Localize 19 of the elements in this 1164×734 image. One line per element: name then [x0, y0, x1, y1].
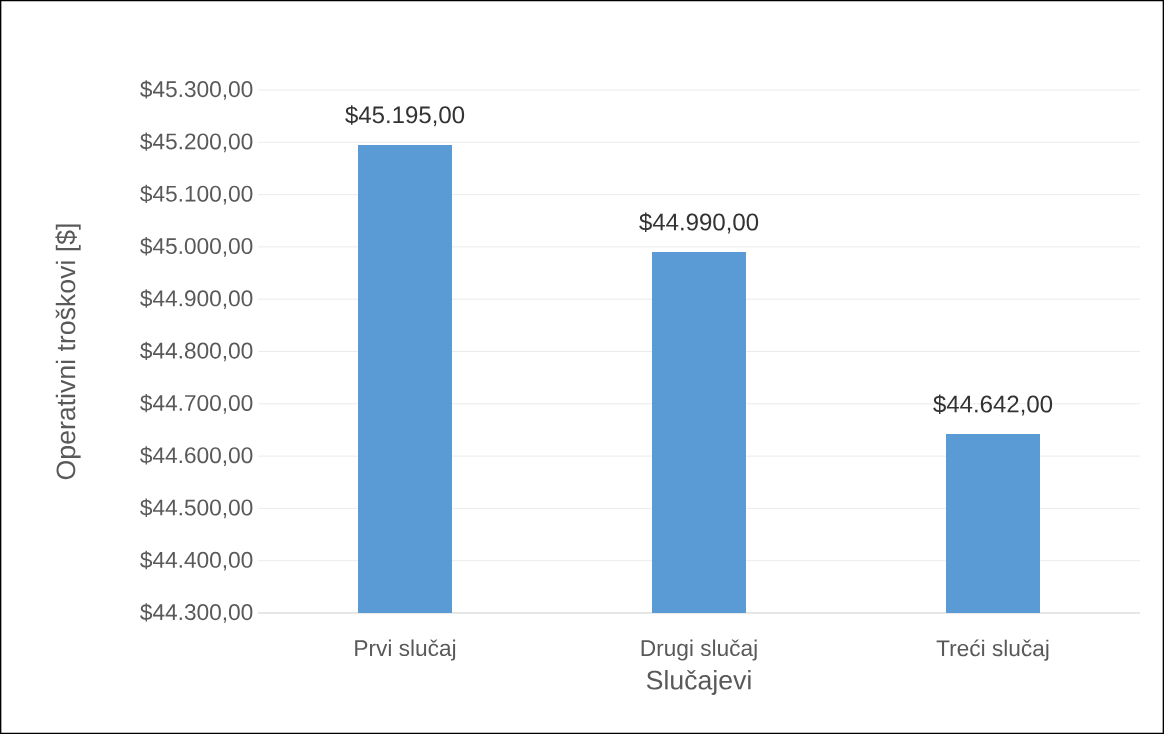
data-label: $45.195,00 — [345, 105, 465, 127]
y-tick-label: $44.800,00 — [140, 341, 253, 362]
y-tick-label: $44.400,00 — [140, 550, 253, 571]
y-tick-label: $44.300,00 — [140, 603, 253, 623]
y-tick-label: $44.500,00 — [140, 498, 253, 519]
x-axis-title: Slučajevi — [646, 669, 751, 695]
x-tick-label: Prvi slučaj — [355, 639, 456, 661]
y-axis-title: Operativni troškovi [$] — [55, 224, 81, 480]
y-tick-label: $45.200,00 — [140, 132, 253, 153]
x-tick-label: Treći slučaj — [936, 639, 1049, 661]
data-label: $44.642,00 — [933, 394, 1053, 416]
y-tick-label: $45.100,00 — [140, 184, 253, 205]
y-tick-label: $45.000,00 — [140, 237, 253, 257]
y-tick-label: $44.700,00 — [140, 393, 253, 414]
y-tick-label: $45.300,00 — [140, 80, 253, 100]
y-tick-label: $44.600,00 — [140, 446, 253, 466]
y-tick-label: $44.900,00 — [140, 289, 253, 310]
data-label: $44.990,00 — [639, 212, 759, 234]
x-tick-label: Drugi slučaj — [641, 639, 757, 661]
